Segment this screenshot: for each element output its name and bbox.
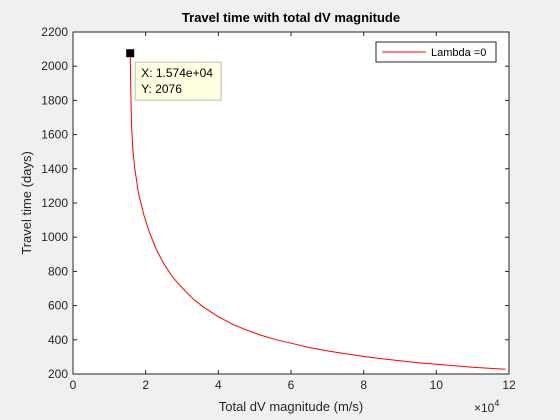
x-tick-label: 6 [288,378,295,392]
y-tick-label: 200 [48,367,68,381]
x-tick-label: 0 [70,378,77,392]
x-axis-ticks: 0 2 4 6 8 10 12 [70,32,516,392]
x-tick-label: 12 [502,378,516,392]
y-tick-label: 1800 [41,93,68,107]
y-tick-label: 1200 [41,196,68,210]
x-tick-label: 4 [215,378,222,392]
datatip-box [134,61,222,101]
x-axis-exponent-power: 4 [494,398,499,408]
legend[interactable]: Lambda =0 [375,41,497,63]
y-tick-label: 2200 [41,25,68,39]
y-tick-label: 600 [48,299,68,313]
datatip-x-text: X: 1.574e+04 [141,66,213,80]
legend-label-lambda-0: Lambda =0 [431,47,486,59]
y-axis-ticks: 200 400 600 800 1000 1200 1400 1600 1800 2000 2200 [41,25,509,381]
y-tick-label: 1400 [41,162,68,176]
y-axis-label: Travel time (days) [19,151,34,255]
series-layer [129,53,506,370]
y-tick-label: 400 [48,333,68,347]
y-tick-label: 1000 [41,230,68,244]
x-tick-label: 2 [142,378,149,392]
y-tick-label: 1600 [41,128,68,142]
y-tick-label: 800 [48,264,68,278]
x-tick-label: 8 [360,378,367,392]
x-axis-label: Total dV magnitude (m/s) [219,399,364,414]
datatip-marker[interactable] [126,49,135,58]
x-axis-exponent: ×104 [474,398,499,415]
datatip-y-text: Y: 2076 [141,82,182,96]
chart-title: Travel time with total dV magnitude [182,10,400,25]
datatip[interactable]: X: 1.574e+04 Y: 2076 [126,49,222,101]
x-tick-label: 10 [430,378,444,392]
x-axis-multiplier: ×10 [474,401,495,415]
series-line-lambda-0 [129,53,506,370]
y-tick-label: 2000 [41,59,68,73]
legend-box [375,41,497,63]
